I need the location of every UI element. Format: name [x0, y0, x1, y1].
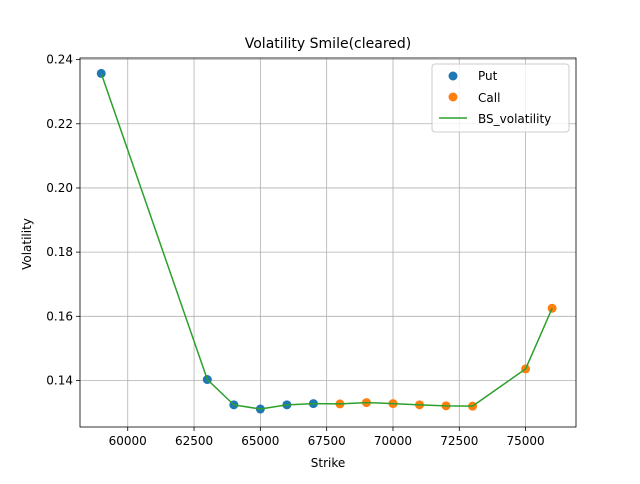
- x-tick-label: 67500: [308, 434, 346, 448]
- y-tick-label: 0.18: [46, 245, 73, 259]
- legend-box: [431, 63, 570, 133]
- x-tick-label: 60000: [109, 434, 147, 448]
- bs-volatility-line: [100, 73, 553, 410]
- y-tick-label: 0.24: [46, 53, 73, 67]
- legend: Put Call BS_volatility: [431, 63, 570, 133]
- legend-label-call: Call: [478, 91, 500, 105]
- x-axis: 60000 62500 65000 67500 70000 72500 75000: [109, 427, 545, 448]
- x-axis-label: Strike: [311, 456, 346, 470]
- y-tick-label: 0.16: [46, 309, 73, 323]
- plot-area: [96, 68, 557, 414]
- x-tick-label: 72500: [440, 434, 478, 448]
- x-tick-label: 65000: [241, 434, 279, 448]
- y-tick-label: 0.14: [46, 373, 73, 387]
- legend-label-put: Put: [478, 69, 498, 83]
- call-point: [547, 303, 557, 313]
- legend-marker-call: [448, 92, 458, 102]
- x-tick-label: 62500: [175, 434, 213, 448]
- legend-marker-put: [448, 71, 458, 81]
- axes-frame: [79, 57, 577, 428]
- x-tick-label: 75000: [507, 434, 545, 448]
- y-tick-label: 0.22: [46, 117, 73, 131]
- y-tick-label: 0.20: [46, 181, 73, 195]
- y-axis-label: Volatility: [20, 218, 34, 270]
- legend-label-bs-volatility: BS_volatility: [478, 112, 551, 126]
- x-tick-label: 70000: [374, 434, 412, 448]
- chart-title: Volatility Smile(cleared): [245, 36, 411, 52]
- grid: [80, 58, 576, 427]
- y-axis: 0.14 0.16 0.18 0.20 0.22 0.24: [46, 53, 80, 387]
